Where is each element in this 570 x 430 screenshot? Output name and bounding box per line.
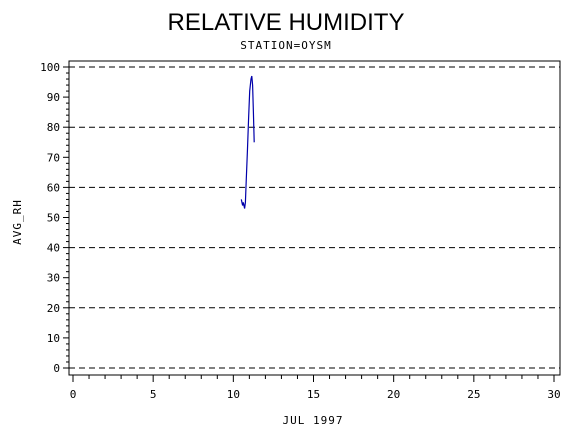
y-tick-label: 80: [47, 121, 60, 134]
y-tick-label: 100: [40, 61, 60, 74]
series-layer: [240, 75, 255, 209]
y-tick-label: 60: [47, 181, 60, 194]
y-tick-label: 20: [47, 302, 60, 315]
gridlines: [69, 66, 560, 369]
chart-title: RELATIVE HUMIDITY: [168, 9, 405, 36]
y-tick-label: 40: [47, 242, 60, 255]
x-axis: 0 5 10 15 20 25 30: [70, 375, 561, 401]
x-tick-label: 5: [150, 388, 157, 401]
x-tick-label: 25: [467, 388, 480, 401]
y-tick-label: 70: [47, 151, 60, 164]
x-tick-label: 0: [70, 388, 77, 401]
x-tick-label: 10: [227, 388, 240, 401]
y-tick-label: 90: [47, 91, 60, 104]
x-tick-label: 15: [307, 388, 320, 401]
series-line: [240, 75, 255, 209]
y-tick-label: 10: [47, 332, 60, 345]
x-tick-label: 20: [387, 388, 400, 401]
y-tick-label: 30: [47, 272, 60, 285]
y-tick-label: 50: [47, 212, 60, 225]
y-tick-label: 0: [53, 362, 60, 375]
x-axis-label: JUL 1997: [283, 414, 344, 427]
x-tick-label: 30: [547, 388, 560, 401]
y-axis: 0 10 20 30 40 50 60 70 80 90 100: [40, 61, 69, 375]
chart-subtitle: STATION=OYSM: [240, 39, 331, 52]
plot-frame: [68, 60, 561, 376]
y-axis-label: AVG_RH: [11, 199, 24, 245]
